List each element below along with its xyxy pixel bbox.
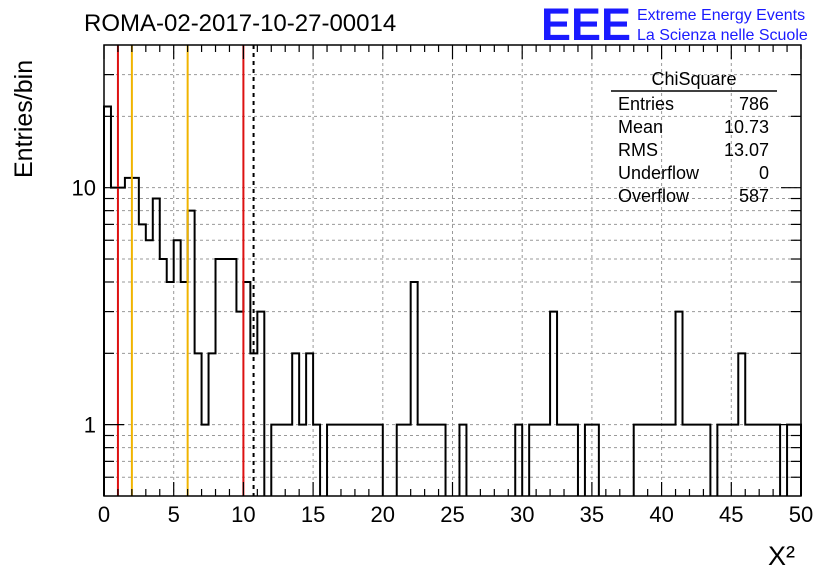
x-tick-label: 15: [301, 502, 325, 527]
stats-value: 0: [759, 163, 769, 183]
x-tick-label: 0: [98, 502, 110, 527]
brand-line-1: Extreme Energy Events: [637, 7, 805, 24]
y-axis-label: Entries/bin: [10, 60, 38, 178]
x-axis-label: X²: [768, 541, 795, 571]
x-tick-label: 35: [580, 502, 604, 527]
vertical-markers: [116, 45, 255, 496]
stats-title: ChiSquare: [651, 69, 736, 89]
eee-logo-text: EEE: [541, 0, 631, 50]
x-tick-label: 25: [440, 502, 464, 527]
stats-label: Underflow: [618, 163, 700, 183]
y-tick-label: 1: [84, 413, 96, 438]
x-tick-label: 40: [649, 502, 673, 527]
stats-value: 13.07: [724, 140, 769, 160]
x-tick-label: 50: [789, 502, 813, 527]
brand-line-2: La Scienza nelle Scuole: [637, 27, 808, 44]
chart-title: ROMA-02-2017-10-27-00014: [84, 10, 396, 37]
eee-logo: EEE Extreme Energy Events La Scienza nel…: [541, 0, 808, 50]
stats-label: Overflow: [618, 186, 690, 206]
stats-box: ChiSquare Entries 786 Mean 10.73 RMS 13.07 Und…: [611, 69, 777, 206]
x-tick-label: 10: [231, 502, 255, 527]
stats-value: 10.73: [724, 117, 769, 137]
stats-label: RMS: [618, 140, 658, 160]
stats-value: 587: [739, 186, 769, 206]
x-tick-label: 5: [168, 502, 180, 527]
x-tick-label: 20: [371, 502, 395, 527]
stats-value: 786: [739, 94, 769, 114]
grid-lines: [104, 45, 801, 496]
stats-label: Mean: [618, 117, 663, 137]
axis-ticks: 0 5 10 15 20 25 30 35 40 45 50 1 10: [72, 45, 813, 527]
y-tick-label: 10: [72, 176, 96, 201]
stats-label: Entries: [618, 94, 674, 114]
x-tick-label: 45: [719, 502, 743, 527]
x-tick-label: 30: [510, 502, 534, 527]
histogram-line: [103, 105, 802, 496]
